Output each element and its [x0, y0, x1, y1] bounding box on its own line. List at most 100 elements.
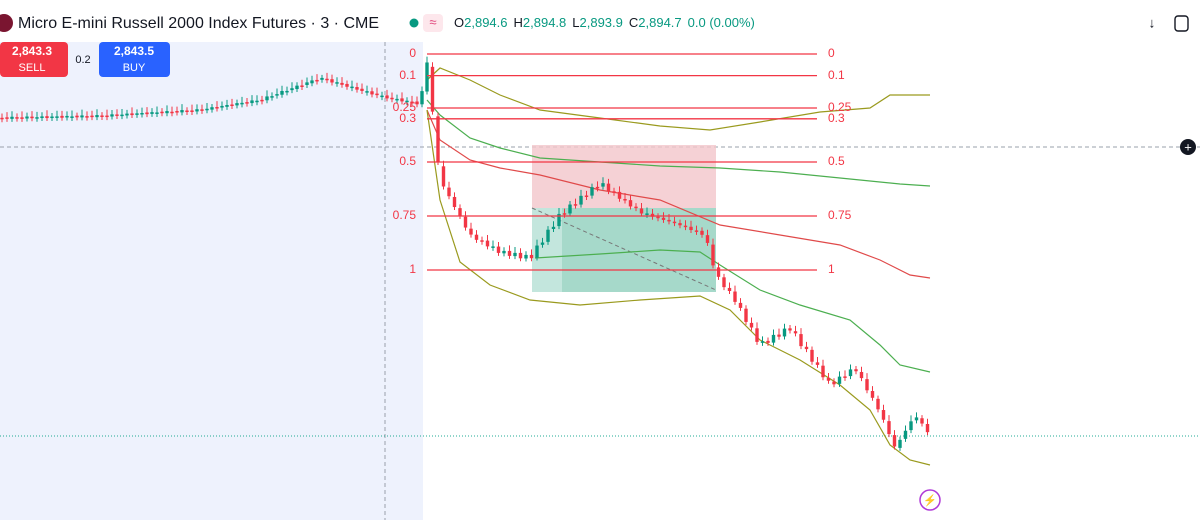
add-button[interactable] [1180, 139, 1196, 155]
candle-body [240, 102, 244, 105]
candle-body [623, 198, 627, 201]
candle-body [634, 206, 638, 209]
candle-body [843, 376, 847, 378]
candle-body [190, 110, 194, 112]
candle-body [55, 116, 59, 118]
candle-body [799, 334, 803, 347]
candle-body [881, 410, 886, 420]
fib-label-left: 1 [409, 262, 416, 276]
candle-body [390, 97, 394, 100]
candle-body [760, 341, 765, 343]
candle-body [155, 112, 159, 114]
candle-body [275, 94, 279, 96]
session-shade [0, 0, 423, 520]
candle-body [140, 112, 144, 115]
candle-body [590, 187, 594, 196]
fib-label-right: 0.75 [828, 208, 852, 222]
candle-body [551, 226, 556, 229]
candle-body [650, 213, 655, 217]
candle-body [584, 195, 589, 198]
buy-button[interactable] [99, 42, 170, 77]
candle-body [110, 114, 114, 117]
ohlc-low: 2,893.9 [580, 15, 623, 30]
candle-body [255, 100, 259, 103]
candle-body [305, 82, 309, 85]
candle-body [727, 287, 732, 292]
candle-body [295, 85, 299, 90]
candle-body [683, 225, 688, 228]
candle-body [920, 418, 924, 424]
candle-body [230, 104, 234, 107]
fullscreen-button[interactable] [1174, 15, 1189, 32]
header-background [0, 0, 1200, 42]
fib-label-right: 0.3 [828, 111, 845, 125]
candle-body [290, 88, 294, 91]
candle-body [310, 80, 314, 84]
candle-body [235, 103, 239, 106]
candle-body [441, 166, 446, 187]
lightning-button[interactable] [919, 489, 941, 511]
candle-body [826, 377, 831, 381]
trade-path [531, 207, 717, 291]
fib-label-right: 0.1 [828, 68, 845, 82]
candle-body [821, 365, 825, 378]
download-button[interactable]: ↓ [1149, 15, 1156, 31]
candle-body [513, 252, 517, 257]
candle-body [220, 105, 224, 108]
trade-buttons: 2,843.3 SELL 0.2 2,843.5 BUY [0, 42, 170, 77]
fib-label-left: 0.5 [399, 154, 416, 168]
candle-body [485, 240, 490, 247]
candle-body [225, 105, 229, 107]
candle-body [160, 111, 164, 114]
candle-body [385, 95, 389, 99]
candle-body [420, 91, 424, 105]
candle-body [788, 328, 792, 331]
candle-body [375, 93, 379, 96]
candle-body [914, 417, 919, 421]
sell-button[interactable] [0, 42, 68, 77]
candle-body [145, 112, 149, 115]
upper-band [426, 67, 930, 131]
candle-body [738, 302, 743, 308]
candle-body [5, 117, 9, 119]
candle-body [782, 328, 787, 337]
candle-body [30, 116, 34, 119]
candle-body [410, 101, 414, 104]
candle-body [859, 371, 864, 379]
candle-body [672, 221, 677, 224]
spread: 0.2 [75, 54, 90, 66]
sell-price: 2,843.3 [12, 44, 52, 58]
candle-body [165, 111, 169, 114]
lower-band-2 [534, 249, 931, 373]
candle-body [215, 107, 219, 109]
candle-body [562, 213, 567, 215]
candle-body [365, 91, 369, 93]
candle-body [380, 95, 384, 98]
candle-body [80, 115, 84, 118]
candle-body [848, 369, 853, 377]
candle-body [425, 62, 429, 92]
ohlc-readout: O2,894.6 H2,894.8 L2,893.9 C2,894.7 0.0 (0.0… [454, 15, 755, 30]
symbol-logo [0, 14, 13, 32]
symbol-title: Micro E-mini Russell 2000 Index Futures … [18, 15, 379, 32]
candle-body [700, 230, 704, 235]
candle-body [20, 117, 24, 119]
candle-body [876, 398, 880, 410]
ohlc-close-label: C [629, 15, 638, 30]
candle-body [40, 116, 44, 119]
fib-label-right: 1 [828, 262, 835, 276]
candle-body [325, 78, 329, 81]
ohlc-change: 0.0 (0.00%) [688, 15, 755, 30]
candle-body [612, 191, 616, 193]
ohlc-high-label: H [514, 15, 523, 30]
candle-body [573, 204, 578, 206]
candle-body [400, 98, 404, 102]
candle-body [395, 98, 399, 101]
candle-body [469, 228, 473, 235]
candle-body [606, 183, 611, 192]
fib-label-left: 0.1 [399, 68, 416, 82]
candle-body [65, 115, 69, 118]
candle-body [810, 349, 814, 362]
upper-band-2 [426, 99, 931, 187]
